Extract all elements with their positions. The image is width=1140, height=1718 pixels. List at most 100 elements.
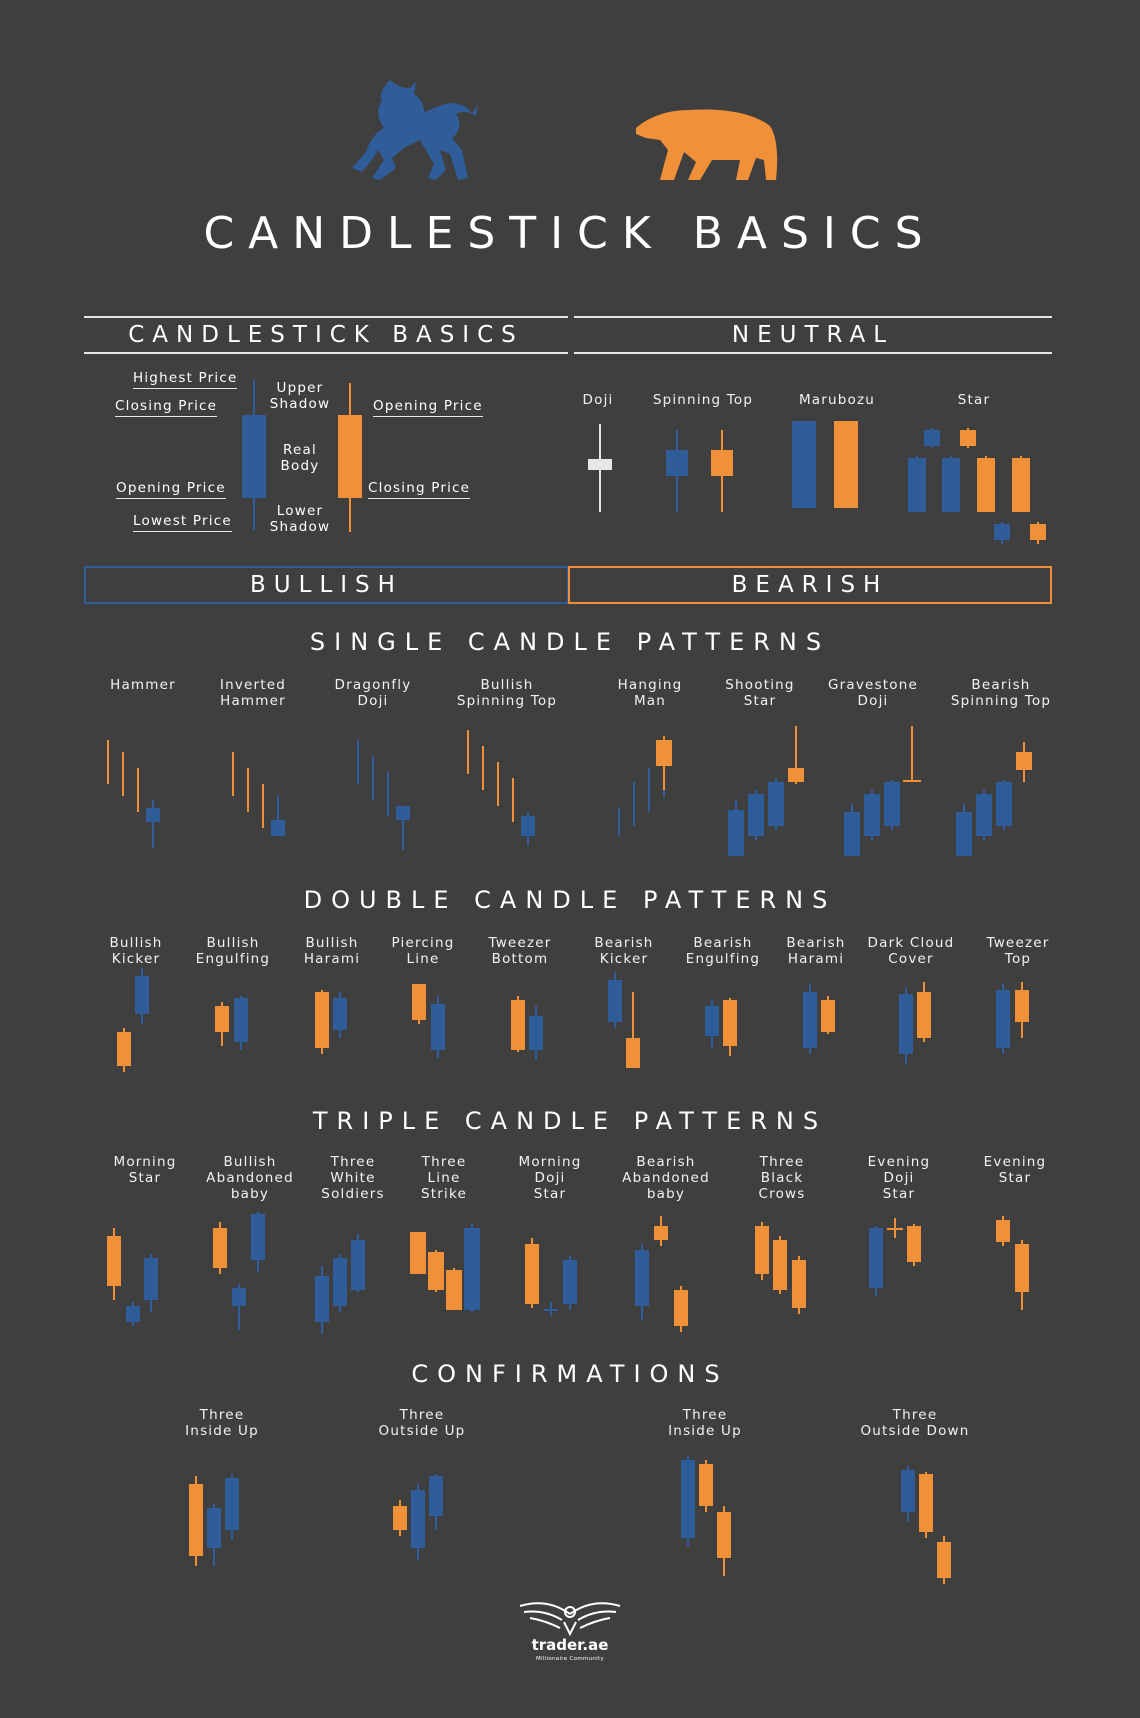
candle-83 — [525, 1238, 539, 1308]
lower-shadow-line1: Lower — [276, 503, 324, 519]
candle-103 — [411, 1484, 425, 1560]
candle-82 — [464, 1224, 480, 1312]
real-body-line2: Body — [280, 458, 320, 474]
double-label-bullish-harami: Bullish Harami — [303, 935, 361, 967]
single-label-hanging-man: Hanging Man — [617, 677, 683, 709]
brand-tagline: Millionaire Community — [535, 1656, 604, 1662]
candle-86 — [563, 1256, 577, 1310]
candle-90 — [755, 1222, 769, 1280]
double-label-bullish-engulfing: Bullish Engulfing — [195, 935, 271, 967]
candle-74 — [232, 1284, 246, 1330]
highest-price-label: Highest Price — [133, 370, 238, 389]
candle-57 — [431, 996, 445, 1058]
candle-48 — [996, 780, 1012, 830]
lower-shadow-label: Lower Shadow — [262, 503, 338, 535]
candle-88 — [654, 1216, 668, 1246]
candle-4 — [711, 430, 733, 512]
candle-92 — [792, 1256, 806, 1314]
candle-97 — [996, 1216, 1010, 1246]
neutral-label-marubozu: Marubozu — [798, 392, 876, 408]
candle-7 — [924, 428, 940, 448]
closing-price-left-label: Closing Price — [115, 398, 218, 417]
candle-5 — [792, 421, 816, 508]
bullish-header: BULLISH — [84, 566, 569, 604]
candle-87 — [635, 1244, 649, 1320]
candle-36 — [656, 736, 672, 790]
candle-58 — [511, 996, 525, 1052]
candle-54 — [315, 990, 329, 1054]
candle-107 — [717, 1506, 731, 1576]
upper-shadow-label: Upper Shadow — [262, 380, 338, 412]
triple-label-evening-doji-star: Evening Doji Star — [867, 1154, 931, 1202]
candle-81 — [446, 1268, 462, 1310]
candle-70 — [107, 1228, 121, 1300]
candle-102 — [393, 1500, 407, 1536]
candle-65 — [821, 996, 835, 1034]
single-label-bullish-spinning-top: Bullish Spinning Top — [456, 677, 558, 709]
triple-label-bullish-abandoned-baby: Bullish Abandoned baby — [206, 1154, 294, 1202]
candle-1 — [338, 383, 362, 532]
candle-50 — [117, 1028, 131, 1072]
candle-13 — [994, 522, 1010, 544]
candle-40 — [788, 726, 804, 784]
candle-51 — [135, 968, 149, 1024]
single-label-gravestone-doji: Gravestone Doji — [827, 677, 919, 709]
candle-3 — [666, 430, 688, 512]
brand-name: trader.ae — [531, 1636, 609, 1654]
candle-96 — [907, 1224, 921, 1266]
triple-label-three-white-soldiers: Three White Soldiers — [321, 1154, 385, 1202]
double-label-bearish-engulfing: Bearish Engulfing — [685, 935, 761, 967]
candle-77 — [333, 1254, 347, 1312]
single-label-shooting-star: Shooting Star — [725, 677, 795, 709]
candle-53 — [234, 996, 248, 1050]
neutral-label-spinning-top: Spinning Top — [652, 392, 754, 408]
double-label-bearish-harami: Bearish Harami — [786, 935, 846, 967]
candle-75 — [251, 1212, 265, 1272]
candle-11 — [977, 456, 995, 512]
basics-header: CANDLESTICK BASICS — [84, 316, 568, 354]
candle-47 — [976, 790, 992, 840]
double-label-bullish-kicker: Bullish Kicker — [109, 935, 163, 967]
candle-9 — [908, 456, 926, 512]
candle-95 — [887, 1228, 903, 1230]
confirmations-section-title: CONFIRMATIONS — [411, 1360, 729, 1388]
page-title: CANDLESTICK BASICS — [203, 208, 937, 259]
double-label-piercing-line: Piercing Line — [391, 935, 455, 967]
candle-76 — [315, 1266, 329, 1334]
candle-99 — [189, 1476, 203, 1566]
neutral-label-star: Star — [957, 392, 991, 408]
confirm-label-three-inside-up-2: Three Inside Up — [668, 1407, 742, 1439]
candle-67 — [917, 982, 931, 1042]
candle-104 — [429, 1474, 443, 1530]
upper-shadow-line2: Shadow — [269, 396, 331, 412]
double-label-bearish-kicker: Bearish Kicker — [594, 935, 654, 967]
candle-38 — [748, 790, 764, 840]
confirm-label-three-inside-up-1: Three Inside Up — [185, 1407, 259, 1439]
neutral-header: NEUTRAL — [574, 316, 1052, 354]
double-section-title: DOUBLE CANDLE PATTERNS — [303, 886, 837, 914]
candle-2 — [588, 424, 612, 512]
candle-60 — [608, 972, 622, 1028]
candle-63 — [723, 998, 737, 1056]
candle-10 — [942, 456, 960, 512]
opening-price-left-label: Opening Price — [116, 480, 226, 499]
candle-64 — [803, 984, 817, 1054]
candle-105 — [681, 1456, 695, 1546]
candle-71 — [126, 1302, 140, 1326]
candle-41 — [844, 804, 860, 856]
candle-73 — [213, 1222, 227, 1274]
triple-label-three-line-strike: Three Line Strike — [420, 1154, 467, 1202]
bearish-header: BEARISH — [568, 566, 1052, 604]
real-body-label: Real Body — [262, 442, 338, 474]
candle-108 — [901, 1466, 915, 1522]
opening-price-right-label: Opening Price — [373, 398, 483, 417]
candle-26 — [396, 806, 410, 850]
real-body-line1: Real — [283, 442, 317, 458]
triple-label-bearish-abandoned-baby: Bearish Abandoned baby — [622, 1154, 710, 1202]
candle-78 — [351, 1234, 365, 1292]
candle-42 — [864, 790, 880, 840]
candle-22 — [271, 796, 285, 836]
single-label-bearish-spinning-top: Bearish Spinning Top — [950, 677, 1052, 709]
candle-91 — [773, 1236, 787, 1294]
